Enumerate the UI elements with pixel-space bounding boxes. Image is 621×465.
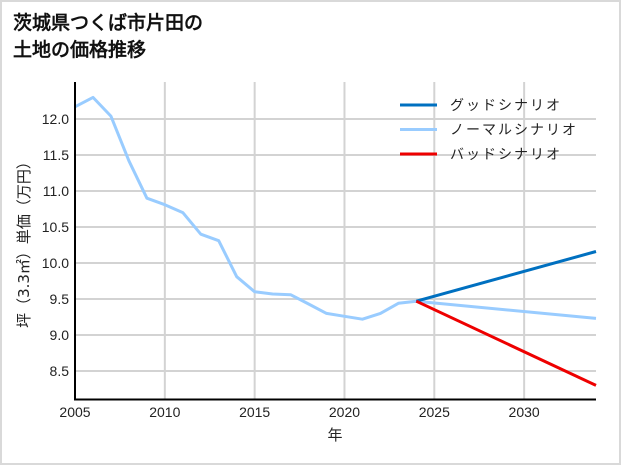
x-tick-label: 2030 bbox=[509, 404, 540, 420]
y-tick-label: 8.5 bbox=[50, 363, 70, 379]
axes bbox=[74, 82, 596, 401]
y-tick-label: 11.5 bbox=[43, 147, 69, 163]
chart-title: 茨城県つくば市片田の 土地の価格推移 bbox=[13, 10, 203, 64]
series-line bbox=[74, 95, 597, 321]
series-line bbox=[415, 250, 597, 303]
x-tick-label: 2015 bbox=[239, 404, 270, 420]
x-tick-label: 2025 bbox=[419, 404, 450, 420]
y-axis-label: 坪（3.3㎡）単価（万円） bbox=[15, 154, 33, 328]
legend-label: グッドシナリオ bbox=[450, 98, 562, 114]
x-tick-label: 2010 bbox=[149, 404, 180, 420]
y-tick-label: 11.0 bbox=[43, 183, 69, 199]
y-tick-label: 12.0 bbox=[42, 111, 69, 127]
x-axis-label: 年 bbox=[327, 426, 342, 444]
chart-title-line-2: 土地の価格推移 bbox=[13, 39, 147, 61]
x-tick-label: 2020 bbox=[329, 404, 360, 420]
y-tick-label: 9.5 bbox=[50, 291, 70, 307]
chart-title-line-1: 茨城県つくば市片田の bbox=[13, 12, 204, 34]
grid-lines bbox=[75, 82, 596, 399]
y-tick-labels: 8.5 9.0 9.5 10.0 10.5 11.0 11.5 12.0 bbox=[42, 111, 69, 379]
y-tick-label: 9.0 bbox=[50, 327, 70, 343]
data-series bbox=[74, 95, 597, 387]
series-line bbox=[415, 299, 597, 387]
x-tick-labels: 2005 2010 2015 2020 2025 2030 bbox=[59, 404, 539, 420]
legend-label: ノーマルシナリオ bbox=[450, 123, 578, 139]
y-tick-label: 10.0 bbox=[42, 255, 69, 271]
legend-label: バッドシナリオ bbox=[450, 147, 562, 163]
y-tick-label: 10.5 bbox=[42, 219, 69, 235]
x-tick-label: 2005 bbox=[59, 404, 90, 420]
